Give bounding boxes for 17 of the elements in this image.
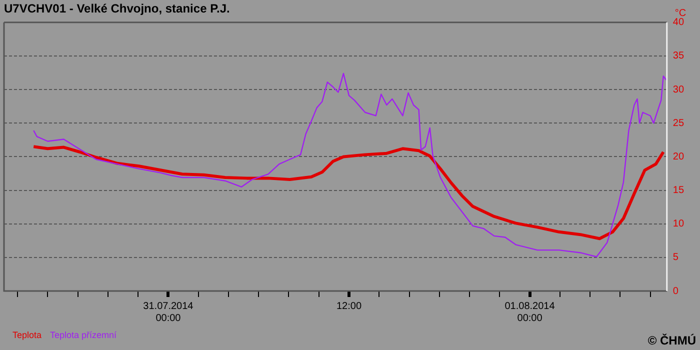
text: © ČHMÚ — [648, 333, 696, 348]
y-tick-label: 40 — [672, 17, 684, 28]
y-tick-label: 35 — [672, 50, 684, 62]
y-tick-label: 20 — [672, 151, 684, 162]
chart-title: U7VCHV01 - Velké Chvojno, stanice P.J. — [4, 2, 230, 16]
y-tick-label: 25 — [672, 118, 684, 129]
text: Teplota přízemní — [50, 330, 118, 340]
y-tick-label: 0 — [672, 286, 679, 297]
y-tick-label: 5 — [672, 252, 679, 264]
y-tick-label: 10 — [672, 218, 684, 230]
text: Teplota — [12, 330, 42, 340]
y-tick-label: 30 — [672, 84, 684, 96]
x-tick-label: 12:00 — [336, 300, 362, 312]
x-tick-label: 31.07.2014 00:00 — [143, 300, 194, 324]
y-axis-title: °C — [674, 8, 686, 20]
y-tick-label: 15 — [672, 185, 684, 196]
x-tick-label: 01.08.2014 00:00 — [504, 300, 556, 324]
